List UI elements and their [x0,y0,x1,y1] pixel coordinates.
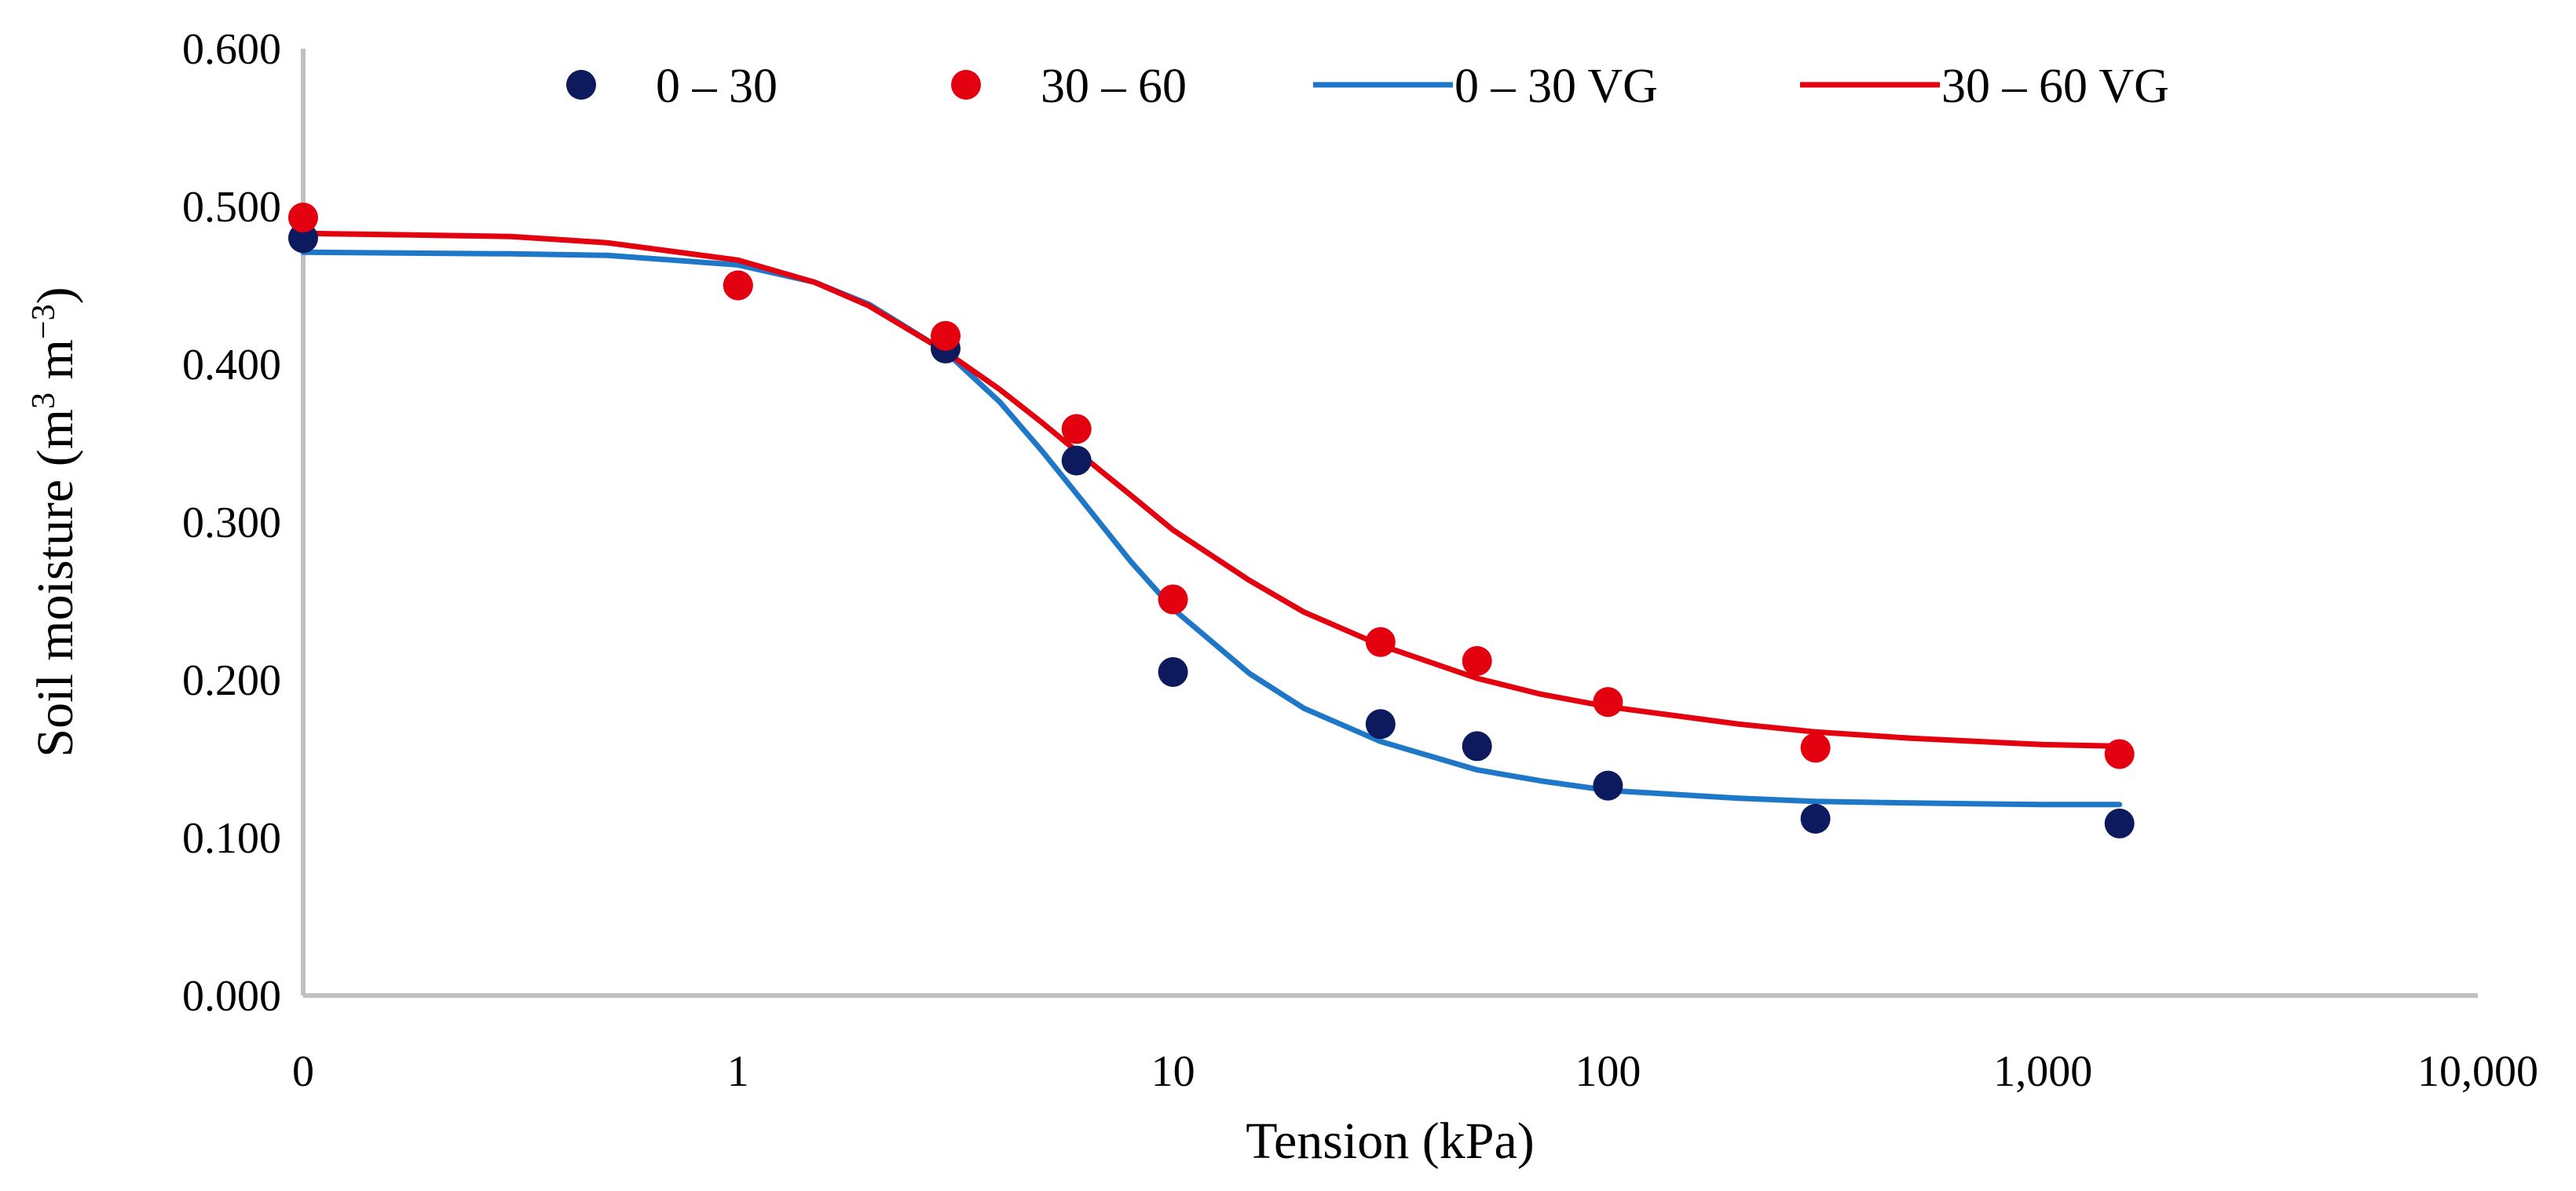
y-tick-labels: 0.000 0.100 0.200 0.300 0.400 0.500 0.600 [182,25,281,1021]
y-tick-label: 0.200 [182,656,281,705]
y-axis-title-end: ) [27,287,84,304]
x-tick-labels: 0 1 10 100 1,000 10,000 [292,1047,2538,1096]
y-tick-label: 0.500 [182,183,281,232]
x-tick-label: 1,000 [1993,1047,2092,1096]
data-point-series-2 [2104,739,2135,769]
data-point-series-1 [1462,731,1492,762]
legend-label: 30 – 60 VG [1941,60,2169,113]
data-point-series-1 [2104,808,2135,838]
y-axis-title-main: Soil moisture (m [27,409,84,758]
data-point-series-2 [931,320,961,351]
data-point-series-2 [723,270,753,301]
x-tick-label: 10 [1151,1047,1195,1096]
data-point-series-2 [1800,733,1831,763]
data-point-series-1 [1365,709,1396,740]
y-tick-label: 0.600 [182,25,281,74]
y-tick-label: 0.100 [182,814,281,863]
data-point-series-1 [288,223,318,254]
x-tick-label: 10,000 [2417,1047,2538,1096]
legend-item: 0 – 30 VG [1313,60,1658,113]
y-tick-label: 0.300 [182,499,281,547]
data-point-series-2 [1462,645,1492,676]
data-points [288,203,2135,838]
data-point-series-2 [1061,414,1092,444]
data-point-series-1 [1593,770,1623,801]
legend-item: 30 – 60 [951,60,1187,113]
legend-marker [566,70,596,100]
axes [301,49,2478,998]
fitted-curves [300,230,2123,808]
x-tick-label: 0 [292,1047,314,1096]
legend-label: 30 – 60 [1041,60,1187,113]
data-point-series-2 [1365,627,1396,657]
legend-label: 0 – 30 [656,60,778,113]
y-tick-label: 0.000 [182,972,281,1021]
y-axis-title-sup2: −3 [26,304,62,339]
data-point-series-2 [1158,584,1188,615]
data-point-series-2 [1593,687,1623,718]
y-axis-title-mid: m [27,339,84,393]
data-point-series-1 [1158,656,1188,687]
vg-curve-0-30-vg [300,249,2123,808]
data-point-series-2 [288,203,318,233]
x-tick-label: 100 [1575,1047,1641,1096]
vg-curve-30-60-vg [300,230,2123,749]
x-tick-label: 1 [727,1047,749,1096]
legend-marker [951,70,981,100]
legend-item: 30 – 60 VG [1800,60,2169,113]
y-tick-label: 0.400 [182,341,281,389]
x-axis-title: Tension (kPa) [1246,1112,1534,1170]
legend: 0 – 30 30 – 60 0 – 30 VG 30 – 60 VG [566,60,2169,113]
data-point-series-1 [1061,445,1092,476]
y-axis-title: Soil moisture (m3 m−3) [26,287,84,757]
y-axis-title-sup1: 3 [26,393,62,409]
legend-label: 0 – 30 VG [1454,60,1658,113]
data-point-series-1 [1800,803,1831,834]
legend-item: 0 – 30 [566,60,778,113]
